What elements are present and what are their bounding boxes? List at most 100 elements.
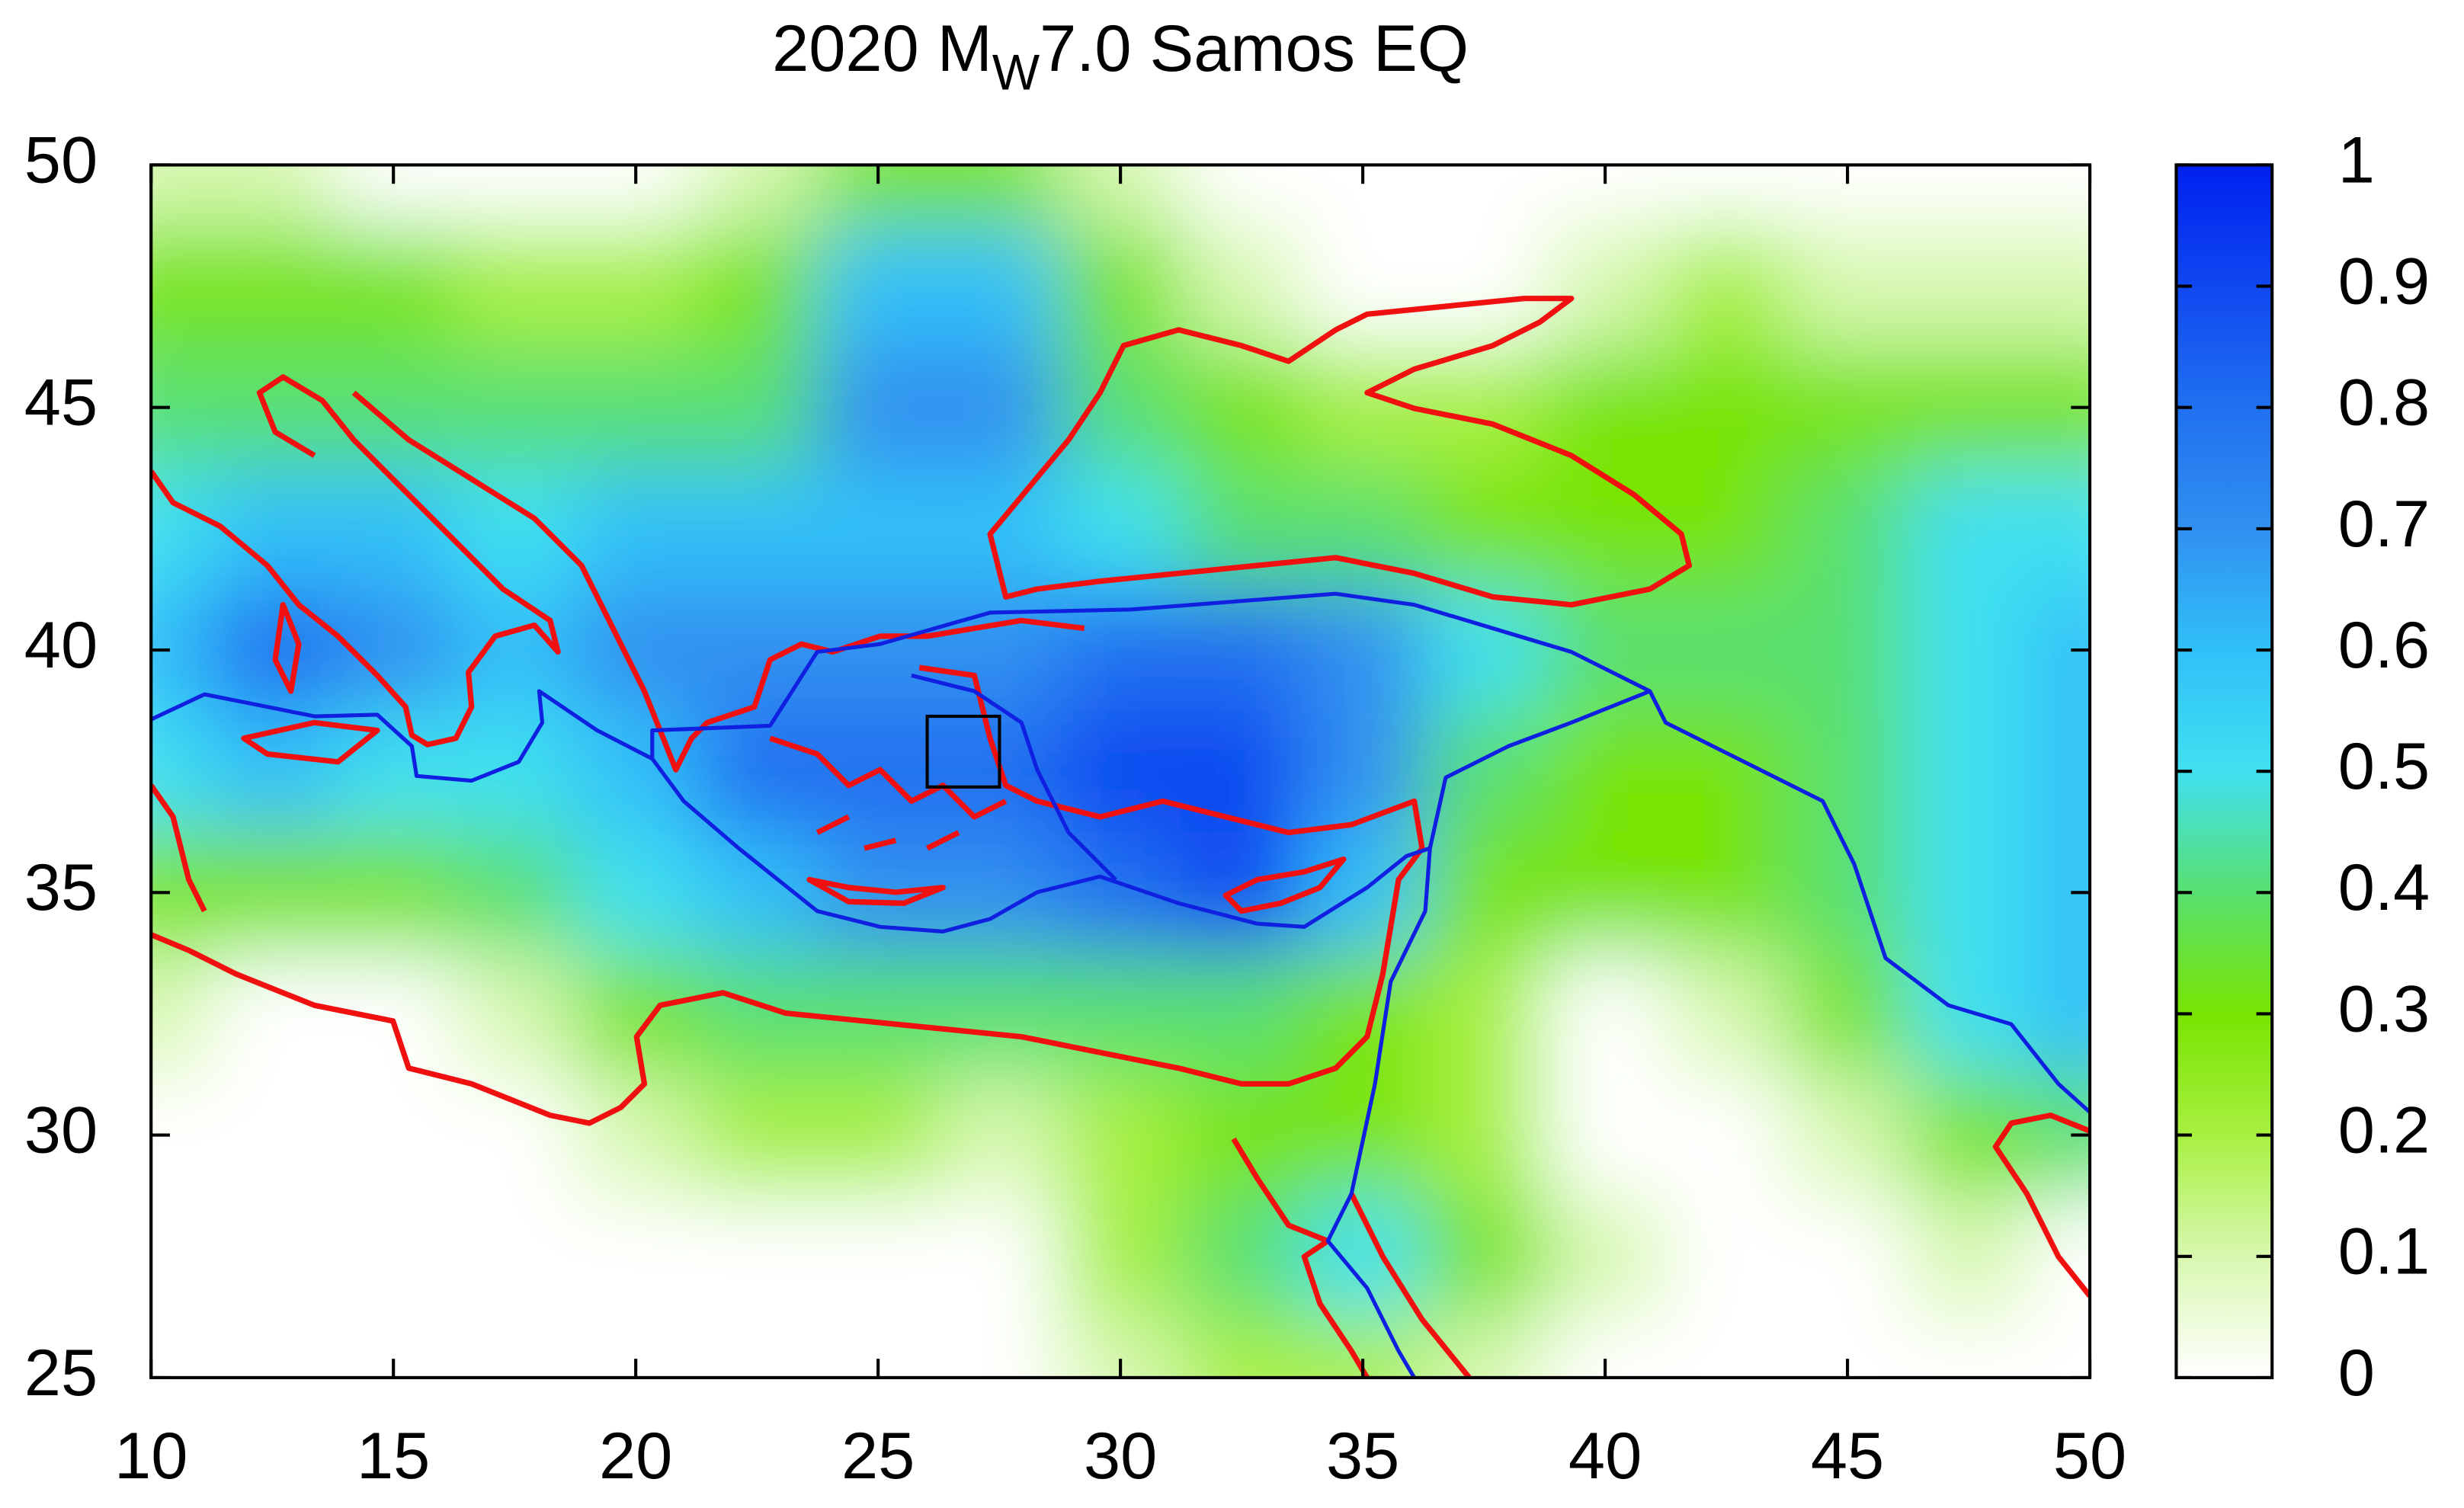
- heat-cell: [575, 1196, 698, 1319]
- heat-cell: [696, 831, 819, 955]
- heat-cell: [1786, 710, 1910, 834]
- heat-cell: [1181, 347, 1304, 470]
- heat-cell: [1665, 1317, 1789, 1378]
- title-text: 2020 M: [772, 12, 992, 85]
- heat-cell: [817, 468, 940, 591]
- heat-cell: [938, 165, 1062, 228]
- heat-cell: [1059, 226, 1183, 349]
- coastline: [1222, 856, 1347, 914]
- colorbar-tick-label: 1: [2338, 123, 2375, 197]
- heat-cell: [575, 589, 698, 712]
- heat-cell: [1908, 1074, 2031, 1198]
- heat-cell: [1786, 1196, 1910, 1319]
- x-tick-label: 35: [1326, 1420, 1399, 1493]
- heat-cell: [817, 347, 940, 470]
- heat-cell: [151, 226, 213, 349]
- y-tick-label: 30: [24, 1093, 98, 1167]
- x-tick-label: 30: [1084, 1420, 1157, 1493]
- colorbar-tick-label: 0.6: [2338, 609, 2430, 682]
- heat-cell: [696, 165, 819, 228]
- heat-cell: [2029, 165, 2091, 228]
- heat-cell: [1302, 710, 1425, 834]
- colorbar-tick-label: 0.5: [2338, 730, 2430, 803]
- coastline: [1992, 1113, 2091, 1298]
- heat-cell: [938, 1074, 1062, 1198]
- y-tick-label: 45: [24, 367, 98, 440]
- heat-cell: [1544, 226, 1668, 349]
- heat-cell: [1665, 831, 1789, 955]
- x-tick-label: 20: [599, 1420, 672, 1493]
- heat-cell: [1059, 347, 1183, 470]
- heat-cell: [211, 165, 335, 228]
- heat-cell: [817, 226, 940, 349]
- coastline: [272, 602, 302, 694]
- heat-cell: [696, 1196, 819, 1319]
- heat-cell: [2029, 468, 2091, 591]
- heat-cell: [1423, 953, 1546, 1077]
- heat-cell: [1181, 831, 1304, 955]
- heat-cell: [1665, 468, 1789, 591]
- heat-cell: [575, 347, 698, 470]
- heat-cell: [151, 953, 213, 1077]
- heat-cell: [1059, 468, 1183, 591]
- heat-cell: [1544, 953, 1668, 1077]
- colorbar-tick-label: 0: [2338, 1337, 2375, 1410]
- heat-cell: [696, 468, 819, 591]
- heat-cell: [211, 1074, 335, 1198]
- heat-cell: [1423, 589, 1546, 712]
- heat-cell: [1544, 468, 1668, 591]
- heat-cell: [1181, 1074, 1304, 1198]
- heat-cell: [696, 347, 819, 470]
- heat-cell: [332, 468, 456, 591]
- heat-cell: [332, 831, 456, 955]
- heat-cell: [211, 1196, 335, 1319]
- heat-cell: [1908, 953, 2031, 1077]
- heat-cell: [2029, 1317, 2091, 1378]
- heat-cell: [1181, 1317, 1304, 1378]
- heat-cell: [211, 347, 335, 470]
- heat-cell: [1665, 953, 1789, 1077]
- heat-cell: [453, 710, 577, 834]
- heat-cell: [453, 165, 577, 228]
- heat-cell: [211, 831, 335, 955]
- y-tick-label: 25: [24, 1337, 98, 1410]
- heat-cell: [575, 468, 698, 591]
- heat-cell: [1665, 165, 1789, 228]
- colorbar-tick-label: 0.9: [2338, 245, 2430, 318]
- heat-cell: [1665, 347, 1789, 470]
- heat-cell: [1544, 831, 1668, 955]
- title-subscript: W: [992, 44, 1040, 101]
- heat-cell: [1181, 710, 1304, 834]
- heat-cell: [1059, 1074, 1183, 1198]
- coastlines: [151, 296, 2091, 1378]
- chart-title: 2020 MW7.0 Samos EQ: [772, 12, 1469, 101]
- heat-cell: [1423, 831, 1546, 955]
- heat-cell: [1423, 165, 1546, 228]
- x-tick-label: 50: [2053, 1420, 2126, 1493]
- heat-cell: [817, 1196, 940, 1319]
- heat-cell: [2029, 226, 2091, 349]
- coastline: [151, 664, 1425, 1126]
- heat-cell: [1665, 710, 1789, 834]
- colorbar-tick-label: 0.3: [2338, 972, 2430, 1045]
- heat-cell: [453, 1074, 577, 1198]
- heat-cell: [817, 1074, 940, 1198]
- heat-cell: [1544, 347, 1668, 470]
- coastline: [151, 374, 561, 748]
- heat-cell: [1059, 1196, 1183, 1319]
- heat-cell: [1544, 710, 1668, 834]
- coastline: [806, 876, 946, 906]
- heat-cell: [1908, 347, 2031, 470]
- heat-cell: [1665, 1196, 1789, 1319]
- heat-cell: [211, 226, 335, 349]
- x-tick-label: 45: [1811, 1420, 1884, 1493]
- epicenter-box: [925, 714, 1001, 789]
- heat-cell: [1423, 1196, 1546, 1319]
- coastline: [987, 296, 1692, 608]
- coastline: [151, 783, 207, 913]
- heat-cell: [1059, 831, 1183, 955]
- heat-cell: [1181, 953, 1304, 1077]
- x-tick-label: 15: [357, 1420, 430, 1493]
- heat-cell: [453, 831, 577, 955]
